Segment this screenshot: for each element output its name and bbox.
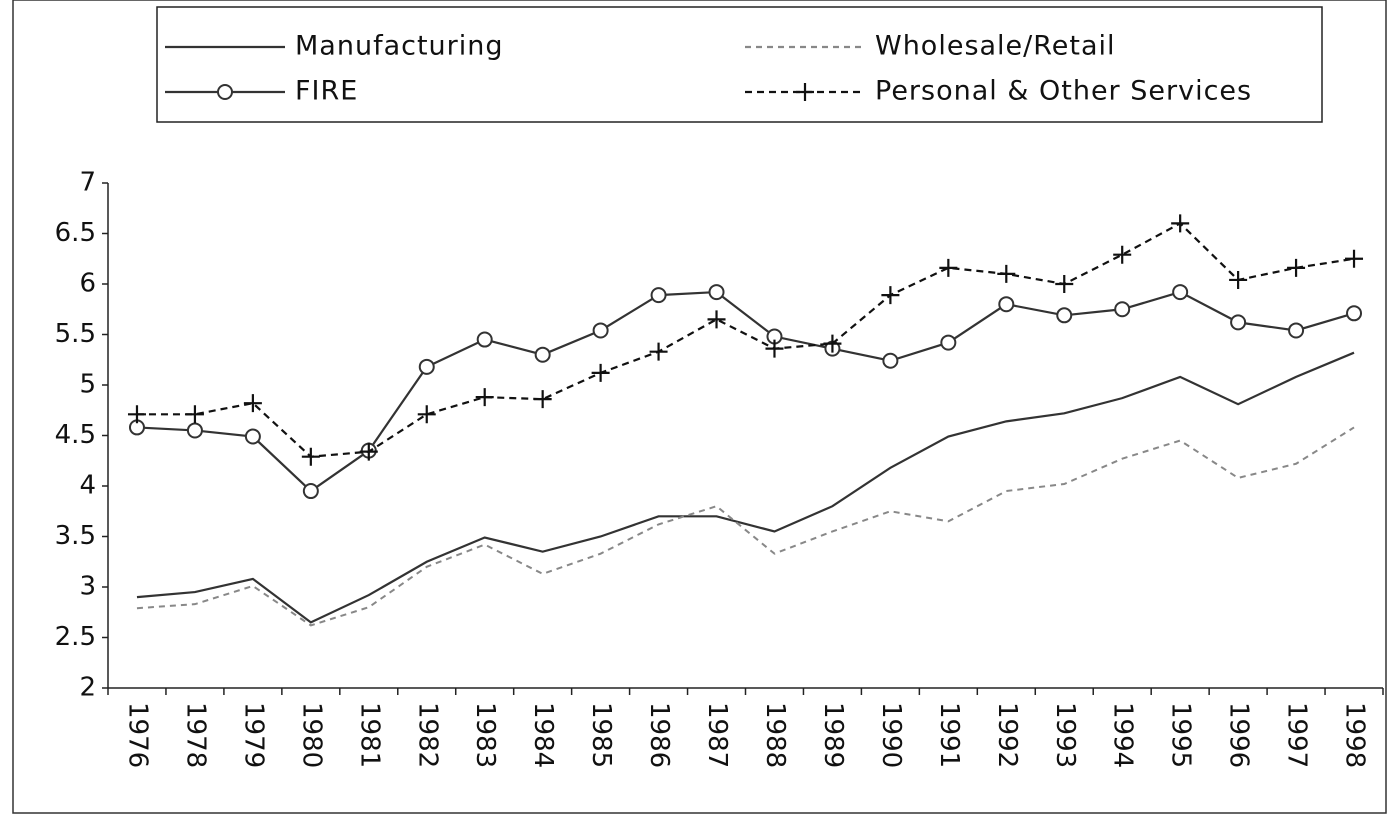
x-tick-label: 1983 <box>470 702 500 768</box>
marker <box>359 442 378 461</box>
marker <box>997 264 1016 283</box>
x-tick-label: 1980 <box>296 702 326 768</box>
legend-box <box>156 6 1323 123</box>
marker <box>244 428 261 445</box>
marker <box>882 352 899 369</box>
x-tick-label: 1994 <box>1108 702 1138 768</box>
y-tick-label: 2 <box>79 673 96 703</box>
marker <box>1113 245 1132 264</box>
x-tick-label: 1998 <box>1340 702 1370 768</box>
marker <box>301 447 320 466</box>
marker <box>708 284 725 301</box>
legend-text: FIRE <box>295 76 358 107</box>
x-tick-label: 1981 <box>354 702 384 768</box>
marker <box>592 322 609 339</box>
series-line <box>136 222 1355 458</box>
marker <box>940 334 957 351</box>
x-tick-label: 1985 <box>586 702 616 768</box>
x-tick-label: 1989 <box>818 702 848 768</box>
y-tick-label: 6 <box>79 269 96 299</box>
marker <box>217 84 233 100</box>
marker <box>302 483 319 500</box>
marker <box>939 258 958 277</box>
marker <box>475 388 494 407</box>
y-tick-label: 2.5 <box>55 622 96 652</box>
x-tick-label: 1986 <box>644 702 674 768</box>
x-tick-label: 1995 <box>1166 702 1196 768</box>
series-line <box>136 290 1355 493</box>
series-line <box>136 426 1355 627</box>
marker <box>1287 258 1306 277</box>
marker <box>1229 270 1248 289</box>
x-tick-label: 1978 <box>180 702 210 768</box>
x-tick-label: 1990 <box>876 702 906 768</box>
marker <box>765 339 784 358</box>
x-tick-label: 1993 <box>1050 702 1080 768</box>
legend-text: Wholesale/Retail <box>875 31 1116 62</box>
marker <box>186 422 203 439</box>
marker <box>418 358 435 375</box>
y-tick-label: 3 <box>79 572 96 602</box>
y-tick-label: 4 <box>79 471 96 501</box>
x-tick-label: 1991 <box>934 702 964 768</box>
marker <box>127 405 146 424</box>
legend-text: Manufacturing <box>295 31 504 62</box>
marker <box>1288 322 1305 339</box>
series-line <box>136 351 1355 624</box>
y-tick-label: 6.5 <box>55 218 96 248</box>
marker <box>1345 249 1364 268</box>
marker <box>185 405 204 424</box>
marker <box>534 346 551 363</box>
x-tick-label: 1997 <box>1282 702 1312 768</box>
marker <box>823 334 842 353</box>
marker <box>533 390 552 409</box>
y-tick-label: 3.5 <box>55 521 96 551</box>
marker <box>796 83 814 101</box>
marker <box>1055 275 1074 293</box>
x-tick-label: 1987 <box>702 702 732 768</box>
marker <box>476 331 493 348</box>
legend-text: Personal & Other Services <box>875 76 1252 107</box>
x-tick-label: 1988 <box>760 702 790 768</box>
x-tick-label: 1992 <box>992 702 1022 768</box>
chart-frame <box>12 0 1387 814</box>
marker <box>417 405 436 424</box>
marker <box>1230 314 1247 331</box>
marker <box>881 286 900 305</box>
marker <box>998 296 1015 313</box>
marker <box>1056 307 1073 324</box>
marker <box>649 342 668 361</box>
x-tick-label: 1984 <box>528 702 558 768</box>
y-tick-label: 4.5 <box>55 420 96 450</box>
x-tick-label: 1982 <box>412 702 442 768</box>
marker <box>243 394 262 413</box>
marker <box>1172 284 1189 301</box>
x-tick-label: 1979 <box>238 702 268 768</box>
x-tick-label: 1976 <box>122 702 152 768</box>
y-tick-label: 5 <box>79 370 96 400</box>
marker <box>1114 301 1131 318</box>
x-tick-label: 1996 <box>1224 702 1254 768</box>
y-tick-label: 5.5 <box>55 319 96 349</box>
marker <box>591 363 610 382</box>
marker <box>650 287 667 304</box>
marker <box>1171 214 1190 233</box>
marker <box>1346 305 1363 322</box>
marker <box>707 310 726 329</box>
y-tick-label: 7 <box>79 168 96 198</box>
